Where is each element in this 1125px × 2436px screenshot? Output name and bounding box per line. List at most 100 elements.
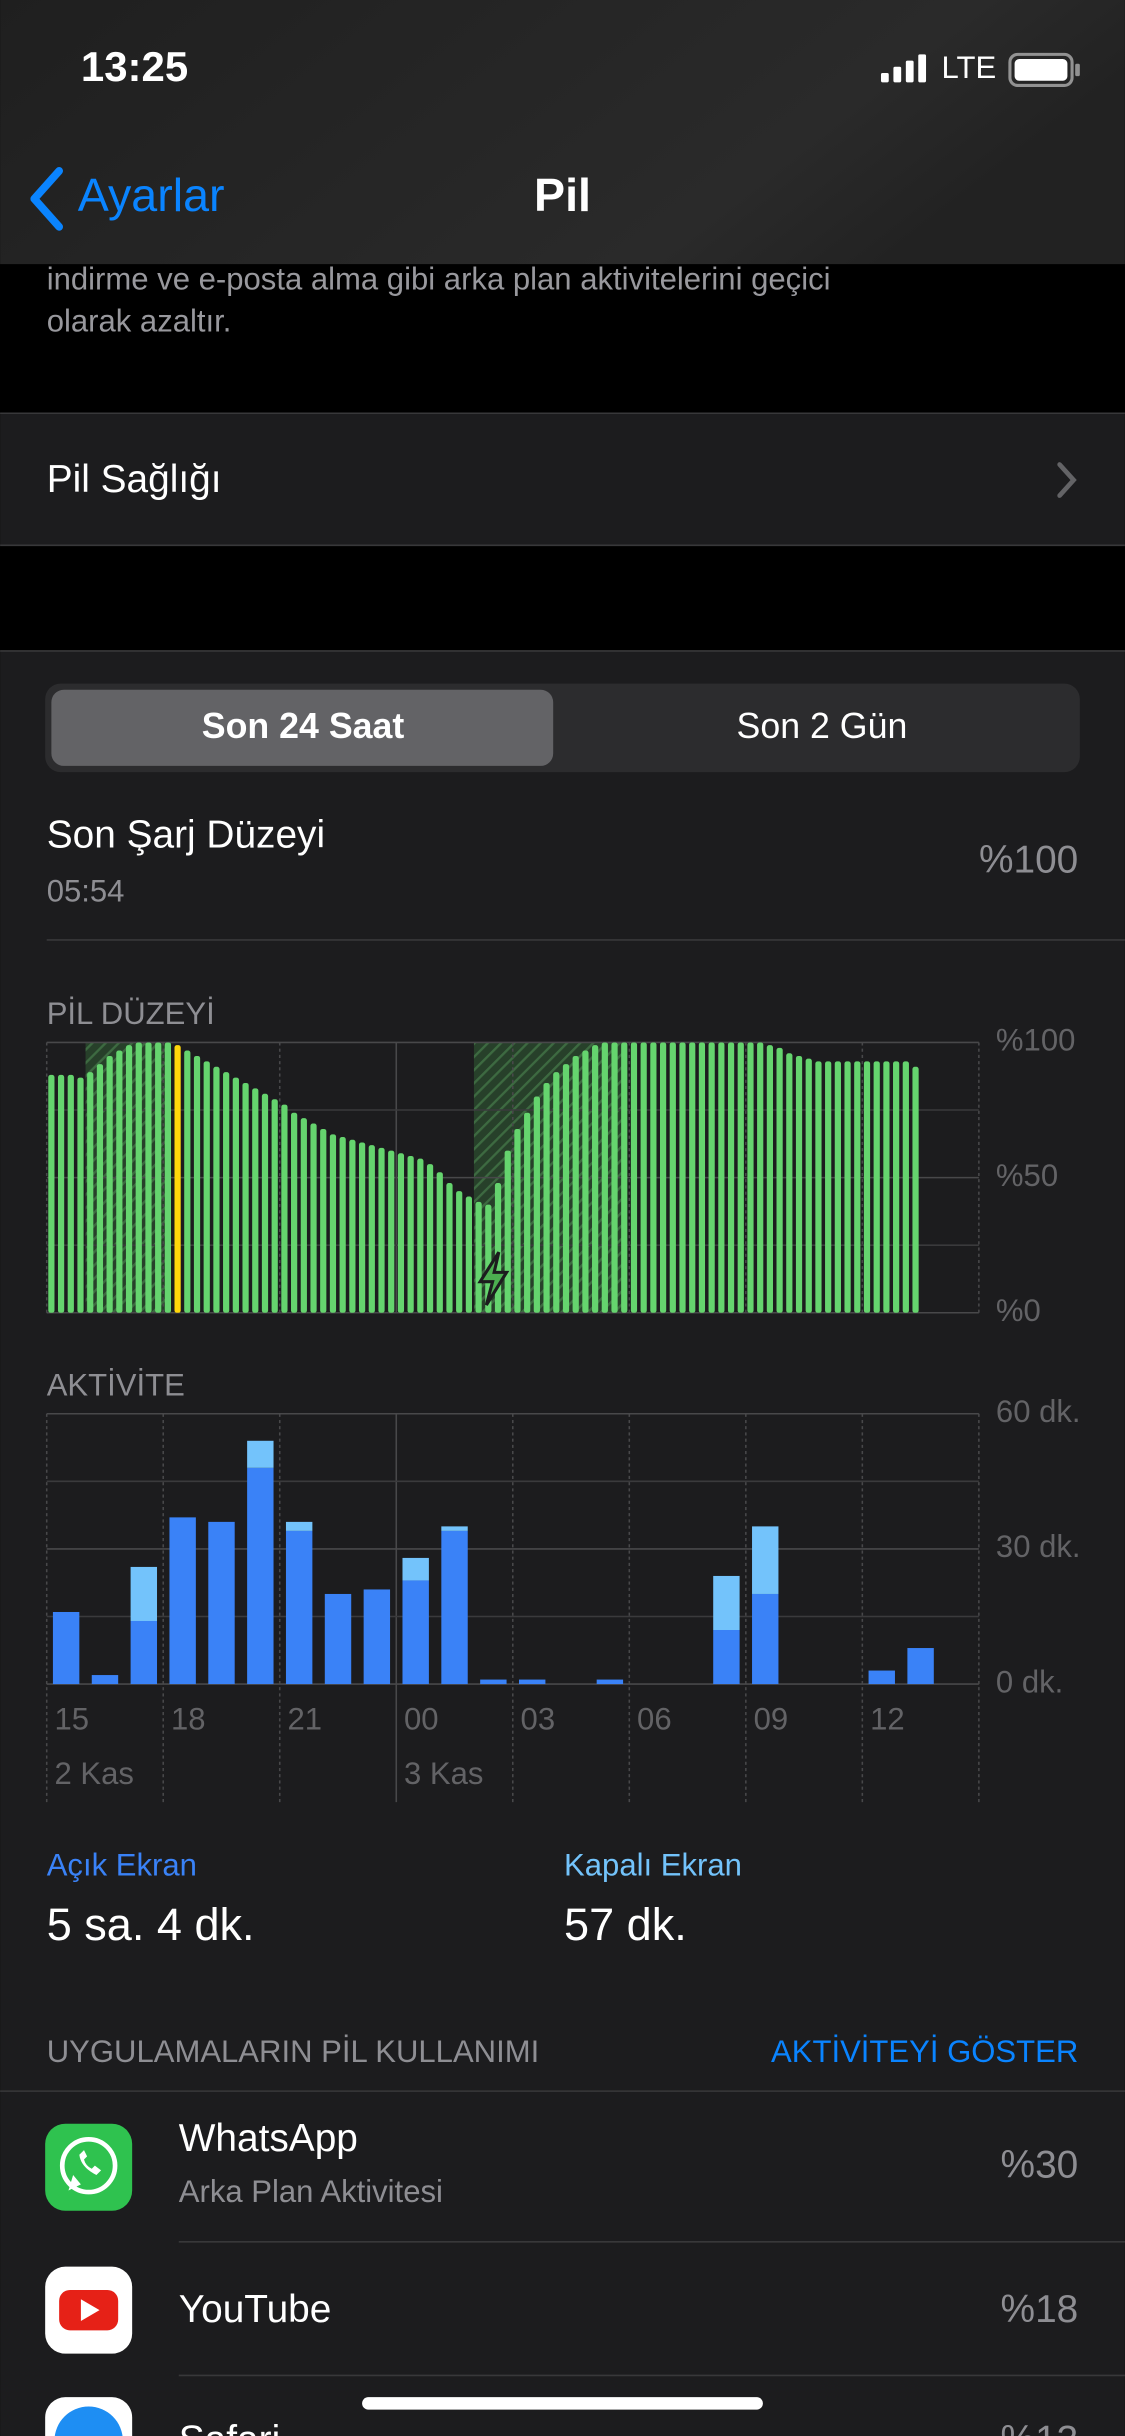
battery-bar (106, 1055, 113, 1313)
activity-bar (363, 1589, 391, 1685)
activity-bar (130, 1566, 158, 1621)
back-button[interactable]: Ayarlar (78, 169, 225, 221)
activity-bar (519, 1679, 546, 1685)
battery-bar (863, 1061, 871, 1313)
battery-bar (145, 1042, 152, 1313)
app-name[interactable]: WhatsApp (179, 2117, 358, 2160)
battery-bar (417, 1158, 424, 1313)
app-name[interactable]: Safari (179, 2418, 280, 2436)
back-chevron[interactable] (30, 167, 64, 231)
battery-bar (834, 1061, 841, 1313)
last-charge-time: 05:54 (47, 874, 125, 909)
battery-bar (174, 1045, 181, 1313)
app-name[interactable]: YouTube (179, 2288, 332, 2331)
y-tick-label: 60 dk. (996, 1394, 1081, 1429)
battery-bar (844, 1061, 851, 1313)
battery-bar (87, 1072, 94, 1313)
segment[interactable]: Son 24 Saat (202, 706, 405, 746)
segment-selected[interactable] (51, 689, 554, 766)
date-label: 2 Kas (54, 1756, 133, 1791)
battery-bar (164, 1042, 171, 1313)
battery-bar (737, 1042, 744, 1313)
battery-bar (184, 1050, 191, 1313)
y-tick-label: %100 (996, 1023, 1075, 1058)
app-value: %30 (1001, 2143, 1079, 2186)
activity-bar (402, 1580, 429, 1685)
activity-bar (247, 1467, 274, 1685)
activity-bar (285, 1530, 313, 1685)
battery-bar (912, 1066, 919, 1313)
usage-bg (0, 650, 1125, 2436)
intro-text: indirme ve e-posta alma gibi arka plan a… (47, 261, 831, 296)
activity-bar (713, 1630, 740, 1685)
battery-bar (786, 1053, 793, 1313)
activity-bar (324, 1593, 352, 1685)
battery-bar (873, 1061, 880, 1313)
activity-bar (868, 1670, 895, 1685)
battery-bar (135, 1042, 142, 1313)
legend-total: 57 dk. (564, 1899, 687, 1950)
safari-icon (45, 2397, 133, 2436)
battery-bar (213, 1066, 220, 1313)
activity-bar (596, 1679, 624, 1685)
battery-bar (795, 1055, 803, 1313)
activity-bar (247, 1440, 274, 1468)
activity-bar (402, 1557, 429, 1581)
activity-bar (169, 1517, 196, 1685)
whatsapp-icon (45, 2123, 133, 2211)
last-charge-value: %100 (979, 838, 1078, 881)
battery-bar (572, 1055, 579, 1313)
battery-bar (465, 1196, 473, 1313)
last-charge-label: Son Şarj Düzeyi (47, 814, 325, 857)
battery-bar (592, 1045, 599, 1313)
battery-bar (718, 1042, 725, 1313)
battery-bar (291, 1112, 298, 1313)
battery-bar (640, 1042, 647, 1313)
battery-bar (766, 1045, 774, 1313)
battery-bar (300, 1118, 307, 1313)
x-tick-label: 15 (54, 1702, 89, 1737)
battery-bar (388, 1150, 395, 1313)
battery-bar (310, 1123, 317, 1313)
status-time: 13:25 (81, 43, 188, 90)
home-indicator (362, 2397, 763, 2410)
x-tick-label: 00 (404, 1702, 439, 1737)
battery-bar (805, 1058, 812, 1313)
health-row-bg[interactable] (0, 413, 1125, 546)
activity-bar (441, 1530, 468, 1685)
legend-total: 5 sa. 4 dk. (47, 1899, 255, 1950)
battery-bar (281, 1104, 288, 1313)
battery-bar (436, 1172, 443, 1313)
nav-title: Pil (534, 169, 591, 221)
battery-bar (339, 1137, 346, 1313)
youtube-icon (45, 2266, 133, 2354)
battery-bar (776, 1047, 783, 1313)
charging-icon (477, 1251, 510, 1306)
y-tick-label: 0 dk. (996, 1664, 1063, 1699)
battery-bar (659, 1042, 667, 1313)
health-label[interactable]: Pil Sağlığı (47, 458, 222, 501)
activity-bar (441, 1526, 468, 1531)
network: LTE (942, 50, 997, 85)
segment[interactable]: Son 2 Gün (737, 706, 908, 746)
battery-bar (708, 1042, 715, 1313)
battery-bar (727, 1042, 735, 1313)
y-tick-label: %0 (996, 1293, 1041, 1328)
app-detail: Arka Plan Aktivitesi (179, 2174, 443, 2209)
battery-bar (757, 1042, 764, 1313)
x-tick-label: 12 (870, 1702, 905, 1737)
activity-bar (480, 1679, 507, 1685)
x-tick-label: 06 (637, 1702, 672, 1737)
battery-bar (689, 1042, 696, 1313)
battery-bar (155, 1042, 162, 1313)
show-activity[interactable]: AKTİVİTEYİ GÖSTER (771, 2034, 1078, 2069)
chevron (1057, 462, 1077, 498)
battery-bar (815, 1061, 822, 1313)
y-tick-label: 30 dk. (996, 1529, 1081, 1564)
battery-bar (902, 1061, 909, 1313)
legend-label: Kapalı Ekran (564, 1848, 742, 1883)
x-tick-label: 03 (521, 1702, 556, 1737)
battery-bar (57, 1074, 65, 1313)
